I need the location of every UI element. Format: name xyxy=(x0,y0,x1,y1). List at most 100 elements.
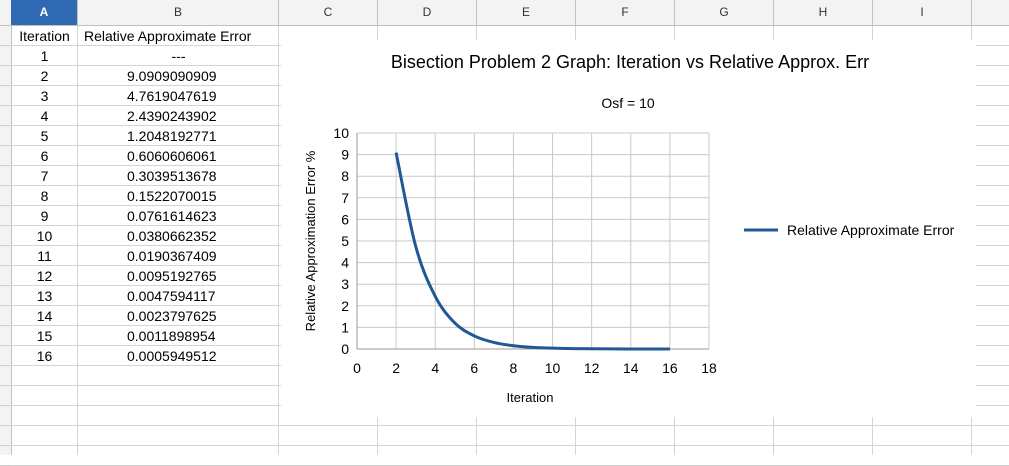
chart-y-axis-label: Relative Approximation Error % xyxy=(303,150,318,331)
cell-iteration[interactable]: 12 xyxy=(36,268,53,284)
cell-iteration[interactable]: 10 xyxy=(36,228,53,244)
row-header[interactable] xyxy=(0,286,11,306)
cell-iteration[interactable]: 7 xyxy=(40,168,49,184)
row-header[interactable] xyxy=(0,386,11,406)
gridline-horizontal xyxy=(11,445,1009,446)
row-header[interactable] xyxy=(0,206,11,226)
cell-relative-error[interactable]: 4.7619047619 xyxy=(127,88,217,104)
cell-iteration[interactable]: 15 xyxy=(36,328,53,344)
chart-data-point xyxy=(630,348,632,350)
cell-relative-error[interactable]: 0.0005949512 xyxy=(127,348,217,364)
row-header[interactable] xyxy=(0,106,11,126)
cell-relative-error[interactable]: 0.0190367409 xyxy=(127,248,217,264)
cell-relative-error[interactable]: 0.6060606061 xyxy=(127,148,217,164)
chart-x-tick-label: 0 xyxy=(353,360,361,376)
row-header[interactable] xyxy=(0,246,11,266)
row-header[interactable] xyxy=(0,146,11,166)
cell-relative-error[interactable]: --- xyxy=(171,48,186,64)
cell-iteration[interactable]: 1 xyxy=(40,48,49,64)
cell-relative-error[interactable]: 9.0909090909 xyxy=(127,68,217,84)
cell-iteration[interactable]: 8 xyxy=(40,188,49,204)
chart-data-point xyxy=(532,346,534,348)
row-header[interactable] xyxy=(0,26,11,46)
chart-y-tick-label: 5 xyxy=(341,233,349,249)
cell-iteration[interactable]: 11 xyxy=(37,248,52,264)
row-header[interactable] xyxy=(0,226,11,246)
chart[interactable]: Bisection Problem 2 Graph: Iteration vs … xyxy=(281,40,976,417)
column-header-f[interactable]: F xyxy=(576,0,675,25)
chart-x-tick-label: 16 xyxy=(662,360,678,376)
row-header[interactable] xyxy=(0,426,11,446)
cell-relative-error[interactable]: 0.1522070015 xyxy=(127,188,217,204)
row-header[interactable] xyxy=(0,366,11,386)
row-header[interactable] xyxy=(0,266,11,286)
cell-header-relative-error[interactable]: Relative Approximate Error xyxy=(84,28,252,44)
cell-iteration[interactable]: 6 xyxy=(40,148,49,164)
cell-iteration[interactable]: 2 xyxy=(40,68,49,84)
row-header[interactable] xyxy=(0,166,11,186)
chart-data-point xyxy=(454,322,456,324)
chart-data-point xyxy=(591,348,593,350)
chart-y-tick-label: 4 xyxy=(341,255,349,271)
cell-iteration[interactable]: 4 xyxy=(40,108,49,124)
cell-relative-error[interactable]: 0.0095192765 xyxy=(127,268,217,284)
cell-iteration[interactable]: 3 xyxy=(40,88,49,104)
column-header-d[interactable]: D xyxy=(378,0,477,25)
chart-data-point xyxy=(395,152,397,154)
chart-y-tick-label: 3 xyxy=(341,276,349,292)
chart-svg: Bisection Problem 2 Graph: Iteration vs … xyxy=(303,52,955,405)
column-header-g[interactable]: G xyxy=(675,0,774,25)
gridline-horizontal xyxy=(11,425,1009,426)
cell-relative-error[interactable]: 0.3039513678 xyxy=(127,168,217,184)
row-header-column xyxy=(0,26,12,455)
cell-iteration[interactable]: 14 xyxy=(36,308,53,324)
chart-y-tick-label: 6 xyxy=(341,211,349,227)
row-header[interactable] xyxy=(0,46,11,66)
row-header[interactable] xyxy=(0,66,11,86)
row-header[interactable] xyxy=(0,346,11,366)
cell-iteration[interactable]: 5 xyxy=(40,128,49,144)
column-header-a[interactable]: A xyxy=(11,0,78,25)
column-header-e[interactable]: E xyxy=(477,0,576,25)
cell-relative-error[interactable]: 0.0047594117 xyxy=(127,288,216,304)
column-header-b[interactable]: B xyxy=(78,0,279,25)
cell-relative-error[interactable]: 0.0761614623 xyxy=(127,208,217,224)
chart-data-point xyxy=(512,345,514,347)
cell-iteration[interactable]: 16 xyxy=(36,348,53,364)
column-header-h[interactable]: H xyxy=(774,0,873,25)
column-header-row xyxy=(0,0,1009,26)
cell-relative-error[interactable]: 0.0380662352 xyxy=(127,228,217,244)
row-header[interactable] xyxy=(0,446,11,466)
cell-header-iteration[interactable]: Iteration xyxy=(19,28,70,44)
row-header[interactable] xyxy=(0,306,11,326)
row-header[interactable] xyxy=(0,406,11,426)
chart-x-tick-label: 12 xyxy=(584,360,600,376)
chart-data-point xyxy=(610,348,612,350)
chart-series-line xyxy=(394,152,670,351)
cell-relative-error[interactable]: 0.0023797625 xyxy=(127,308,217,324)
cell-relative-error[interactable]: 1.2048192771 xyxy=(127,128,217,144)
chart-x-tick-label: 14 xyxy=(623,360,639,376)
chart-data-point xyxy=(415,245,417,247)
cell-relative-error[interactable]: 0.0011898954 xyxy=(127,328,216,344)
column-header-c[interactable]: C xyxy=(279,0,378,25)
cell-iteration[interactable]: 13 xyxy=(36,288,53,304)
chart-y-tick-label: 10 xyxy=(333,125,349,141)
chart-x-tick-label: 8 xyxy=(510,360,518,376)
chart-subtitle: Osf = 10 xyxy=(601,95,655,111)
column-header-i[interactable]: I xyxy=(873,0,972,25)
cell-relative-error[interactable]: 2.4390243902 xyxy=(127,108,217,124)
row-header[interactable] xyxy=(0,126,11,146)
cell-iteration[interactable]: 9 xyxy=(40,208,49,224)
gridline-vertical xyxy=(77,26,78,455)
chart-y-tick-label: 0 xyxy=(341,341,349,357)
chart-data-point xyxy=(669,348,671,350)
chart-y-tick-label: 7 xyxy=(341,190,349,206)
row-header[interactable] xyxy=(0,326,11,346)
row-header[interactable] xyxy=(0,186,11,206)
row-header[interactable] xyxy=(0,86,11,106)
chart-data-point xyxy=(434,295,436,297)
chart-y-tick-label: 1 xyxy=(341,319,349,335)
chart-x-tick-label: 10 xyxy=(545,360,561,376)
chart-data-point xyxy=(571,348,573,350)
